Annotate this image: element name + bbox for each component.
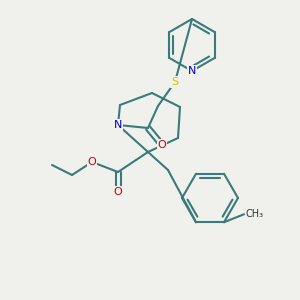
Text: O: O xyxy=(88,157,96,167)
Text: N: N xyxy=(188,66,196,76)
Text: O: O xyxy=(114,187,122,197)
Text: S: S xyxy=(171,77,178,87)
Text: O: O xyxy=(158,140,166,150)
Text: N: N xyxy=(114,120,122,130)
Text: CH₃: CH₃ xyxy=(246,209,264,219)
